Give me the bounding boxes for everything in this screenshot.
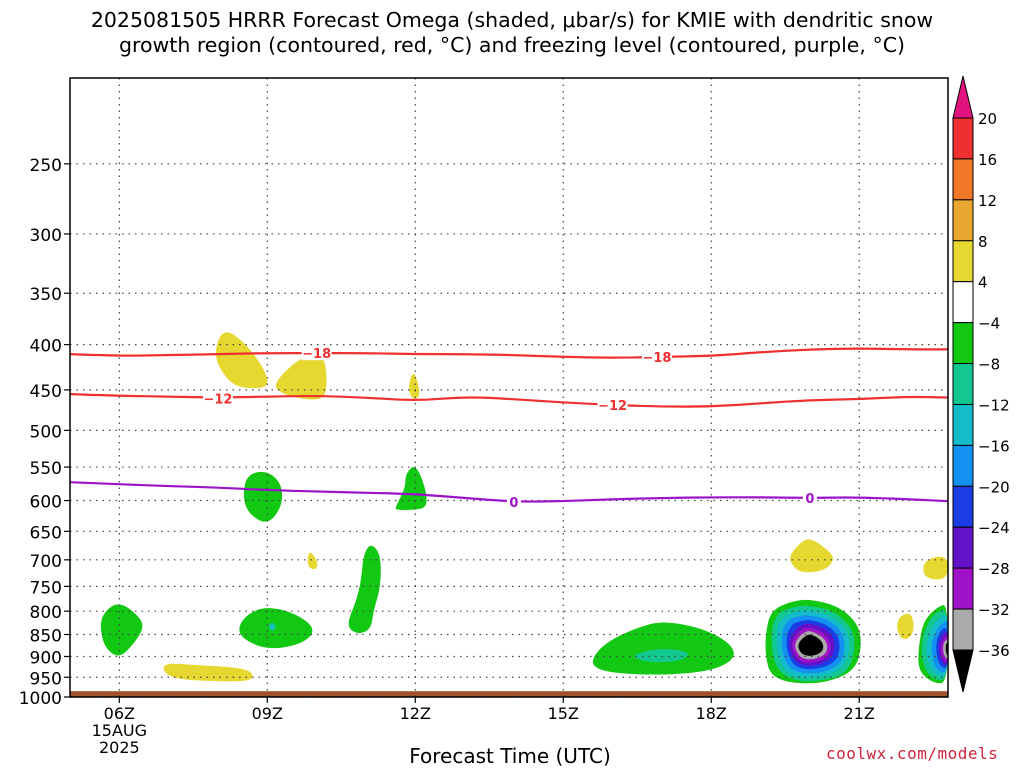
colorbar-label-9: −20 (978, 478, 1010, 496)
contour-label-bg-2-1 (802, 490, 817, 505)
colorbar-swatch-7 (952, 403, 974, 446)
y-tick-label-350: 350 (30, 285, 62, 305)
colorbar-swatch-4 (952, 281, 974, 324)
colorbar-label-2: 12 (978, 192, 997, 210)
credit-link[interactable]: coolwx.com/models (826, 744, 999, 763)
colorbar-label-12: −32 (978, 601, 1010, 619)
title-line-1: 2025081505 HRRR Forecast Omega (shaded, … (90, 8, 934, 32)
y-tick-label-950: 950 (30, 669, 62, 689)
omega-region-2 (409, 373, 420, 399)
colorbar-swatch-8 (952, 444, 974, 487)
omega-region-4 (163, 663, 253, 682)
x-tick-date: 15AUG (92, 721, 147, 740)
y-tick-label-300: 300 (30, 226, 62, 246)
x-tick-year: 2025 (99, 738, 140, 757)
colorbar-label-0: 20 (978, 110, 997, 128)
x-tick-label-18Z: 18Z (696, 704, 727, 723)
colorbar-swatch-11 (952, 567, 974, 610)
contour-label-0-0: −18 (302, 347, 331, 362)
colorbar-swatch-10 (952, 526, 974, 569)
y-tick-label-900: 900 (30, 648, 62, 668)
colorbar-swatch-3 (952, 240, 974, 283)
y-tick-label-800: 800 (30, 603, 62, 623)
colorbar-label-4: 4 (978, 274, 988, 292)
contour-label-2-1: 0 (805, 492, 814, 507)
contour-layer: −18 −18 −12 −12 0 0 (70, 346, 948, 511)
x-tick-label-12Z: 12Z (400, 704, 431, 723)
omega-region-3 (307, 552, 318, 570)
contour-line-0 (70, 347, 948, 359)
omega-region-6 (897, 613, 914, 640)
y-tick-label-750: 750 (30, 578, 62, 598)
contour-label-1-0: −12 (203, 392, 232, 407)
contour-label-1-1: −12 (598, 399, 627, 414)
omega-region-16 (634, 649, 688, 663)
colorbar-label-1: 16 (978, 151, 997, 169)
x-axis-label: Forecast Time (UTC) (409, 744, 611, 768)
y-tick-label-600: 600 (30, 493, 62, 513)
contour-label-bg-0-0 (301, 346, 332, 361)
omega-region-13 (592, 622, 734, 675)
colorbar-label-3: 8 (978, 233, 988, 251)
omega-region-10 (395, 467, 427, 510)
colorbar-label-7: −12 (978, 396, 1010, 414)
colorbar-swatch-5 (952, 322, 974, 365)
omega-region-11 (348, 545, 381, 633)
contour-label-bg-1-1 (597, 397, 628, 412)
x-tick-label-06Z: 06Z (104, 704, 135, 723)
x-tick-label-09Z: 09Z (252, 704, 283, 723)
colorbar-swatch-12 (952, 608, 974, 651)
y-tick-label-650: 650 (30, 523, 62, 543)
colorbar-label-11: −28 (978, 560, 1010, 578)
ground-fill (70, 691, 948, 697)
colorbar-label-8: −16 (978, 437, 1010, 455)
omega-region-12 (239, 608, 313, 649)
contour-label-bg-0-1 (641, 349, 672, 364)
contour-label-bg-1-0 (202, 391, 233, 406)
y-tick-label-450: 450 (30, 382, 62, 402)
y-tick-label-400: 400 (30, 337, 62, 357)
omega-region-7 (923, 556, 948, 580)
omega-region-9 (243, 471, 283, 522)
colorbar-swatch-1 (952, 158, 974, 201)
colorbar-swatch-9 (952, 485, 974, 528)
axes-layer: 2503003504004505005506006507007508008509… (19, 77, 949, 757)
omega-region-8 (100, 604, 143, 656)
x-tick-label-21Z: 21Z (844, 704, 875, 723)
colorbar-label-13: −36 (978, 642, 1010, 660)
omega-region-33 (798, 634, 824, 656)
y-tick-label-550: 550 (30, 459, 62, 479)
colorbar-swatch-0 (952, 117, 974, 160)
ground-layer (70, 691, 948, 697)
title-line-2: growth region (contoured, red, °C) and f… (118, 33, 906, 57)
omega-shading-layer (100, 332, 948, 684)
omega-region-5 (790, 539, 833, 573)
contour-label-bg-2-0 (506, 494, 521, 509)
contour-label-2-0: 0 (509, 496, 518, 511)
y-tick-label-500: 500 (30, 422, 62, 442)
omega-region-1 (275, 354, 327, 400)
x-tick-label-15Z: 15Z (548, 704, 579, 723)
colorbar-label-10: −24 (978, 519, 1010, 537)
y-tick-label-1000: 1000 (19, 689, 62, 709)
contour-label-0-1: −18 (642, 351, 671, 366)
colorbar-swatch-2 (952, 199, 974, 242)
chart-title: 2025081505 HRRR Forecast Omega (shaded, … (0, 8, 1024, 58)
contour-line-1 (70, 393, 948, 408)
omega-region-20 (270, 624, 275, 630)
y-tick-label-700: 700 (30, 552, 62, 572)
plot-frame (69, 77, 949, 698)
colorbar: 20 16 12 8 4 −4 −8 −12 −16 −20 −24 −28 −32 −36 (952, 75, 1010, 693)
colorbar-label-5: −4 (978, 315, 1000, 333)
colorbar-label-6: −8 (978, 356, 1000, 374)
colorbar-bottom-arrow (952, 649, 974, 693)
y-tick-label-250: 250 (30, 156, 62, 176)
omega-region-0 (215, 332, 268, 389)
colorbar-swatch-6 (952, 363, 974, 405)
colorbar-top-arrow (952, 75, 974, 119)
y-tick-label-850: 850 (30, 626, 62, 646)
